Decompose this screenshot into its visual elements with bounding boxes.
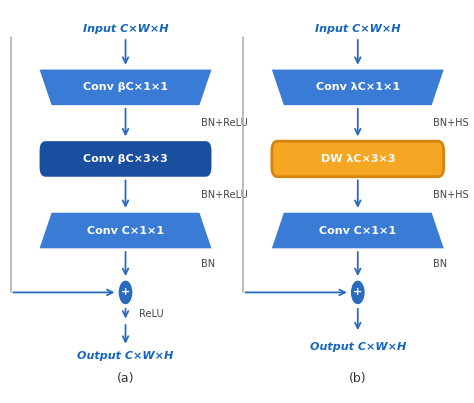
Text: Input C×W×H: Input C×W×H	[83, 24, 168, 34]
Polygon shape	[272, 70, 444, 105]
Text: (a): (a)	[117, 372, 134, 385]
Polygon shape	[40, 213, 211, 248]
Text: Conv C×1×1: Conv C×1×1	[319, 226, 396, 235]
Polygon shape	[272, 213, 444, 248]
Text: Conv βC×1×1: Conv βC×1×1	[83, 82, 168, 92]
Text: DW λC×3×3: DW λC×3×3	[320, 154, 395, 164]
FancyBboxPatch shape	[40, 141, 211, 177]
Text: BN+ReLU: BN+ReLU	[201, 118, 248, 128]
Polygon shape	[40, 70, 211, 105]
Text: BN: BN	[201, 259, 215, 269]
FancyBboxPatch shape	[272, 141, 444, 177]
Circle shape	[350, 280, 365, 305]
Text: BN+ReLU: BN+ReLU	[201, 190, 248, 200]
Text: Input C×W×H: Input C×W×H	[315, 24, 401, 34]
Text: +: +	[353, 287, 363, 297]
Text: Conv λC×1×1: Conv λC×1×1	[316, 82, 400, 92]
Text: +: +	[121, 287, 130, 297]
Text: Output C×W×H: Output C×W×H	[310, 342, 406, 351]
Text: Output C×W×H: Output C×W×H	[77, 351, 173, 361]
Text: BN+HS: BN+HS	[433, 118, 469, 128]
Text: ReLU: ReLU	[139, 309, 164, 319]
Text: Conv βC×3×3: Conv βC×3×3	[83, 154, 168, 164]
Text: (b): (b)	[349, 372, 366, 385]
Circle shape	[118, 280, 133, 305]
Text: BN+HS: BN+HS	[433, 190, 469, 200]
Text: BN: BN	[433, 259, 447, 269]
Text: Conv C×1×1: Conv C×1×1	[87, 226, 164, 235]
